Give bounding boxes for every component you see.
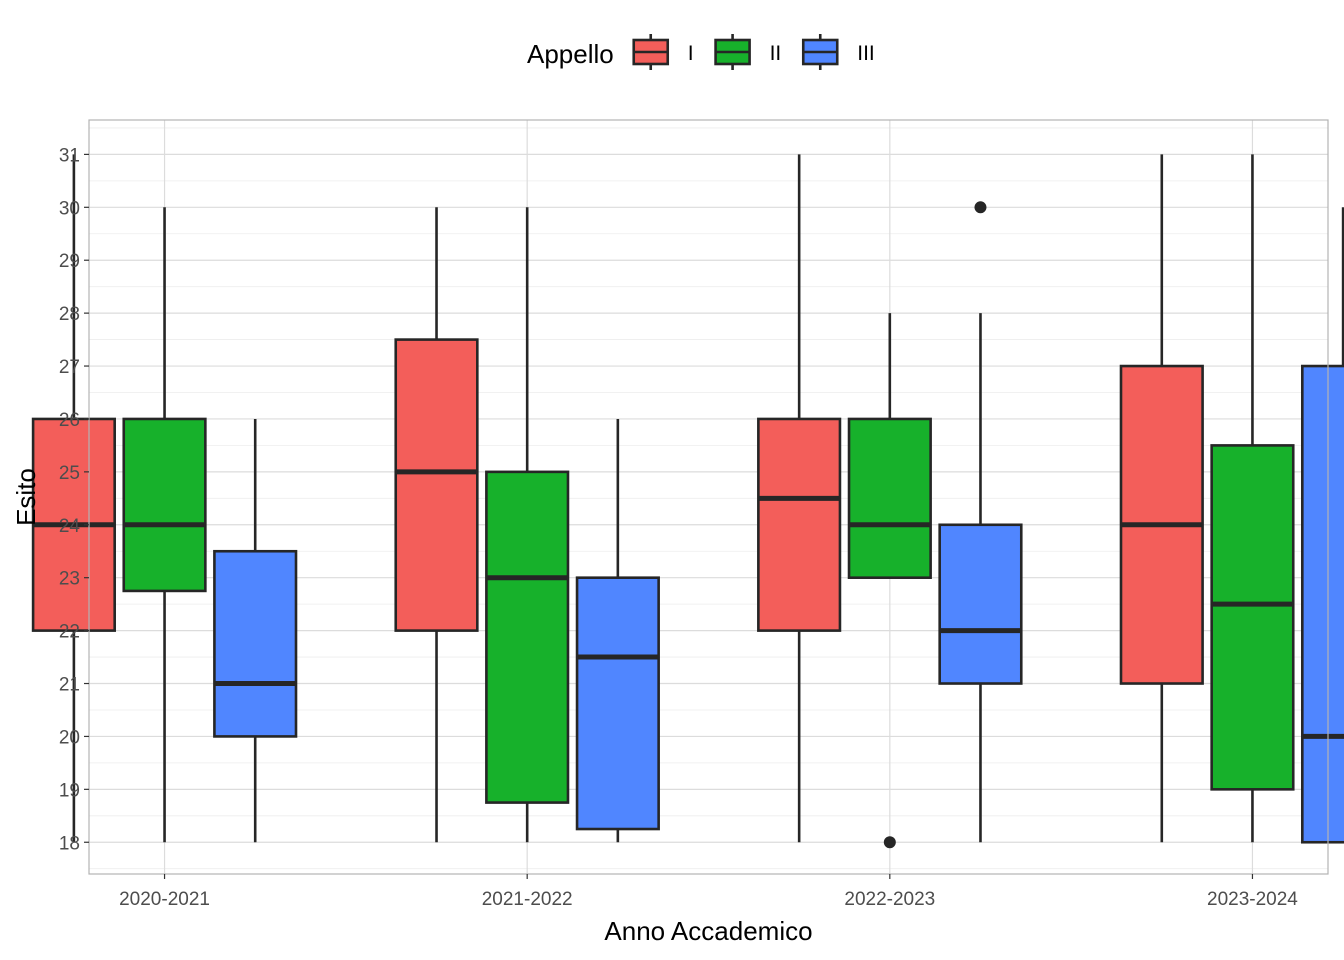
legend-item-III: III [801, 34, 875, 70]
legend-label: III [857, 42, 875, 65]
box-body [847, 417, 932, 579]
legend-item-II: II [714, 34, 782, 70]
x-tick-label: 2023-2024 [1207, 889, 1298, 910]
y-tick-label: 28 [59, 304, 80, 325]
x-tick-label: 2022-2023 [844, 889, 935, 910]
box-I-2020-2021 [31, 154, 116, 843]
legend: Appello I II III [527, 34, 875, 70]
box-I-2021-2022 [394, 207, 479, 843]
y-tick-label: 30 [59, 198, 80, 219]
legend-label: I [688, 42, 694, 65]
box-II-2022-2023 [847, 313, 932, 849]
y-axis-title: Esito [11, 468, 41, 526]
legend-label: II [770, 42, 782, 65]
y-tick-label: 19 [59, 780, 80, 801]
box-III-2023-2024 [1301, 207, 1344, 844]
box-III-2020-2021 [213, 418, 298, 843]
legend-item-I: I [632, 34, 694, 70]
box-II-2021-2022 [485, 207, 570, 843]
outlier-point [883, 836, 896, 849]
box-body [485, 470, 570, 804]
y-tick-label: 31 [59, 145, 80, 166]
box-body [1301, 364, 1344, 844]
x-tick-label: 2021-2022 [482, 889, 573, 910]
box-I-2023-2024 [1119, 154, 1204, 843]
y-tick-labels: 18 19 20 21 22 23 24 25 26 27 28 29 30 31 [59, 145, 89, 854]
legend-title: Appello [527, 39, 614, 69]
box-III-2022-2023 [938, 201, 1023, 843]
outlier-point [974, 201, 987, 214]
box-body [938, 523, 1023, 685]
box-body [575, 576, 660, 831]
box-III-2021-2022 [575, 418, 660, 843]
box-II-2020-2021 [122, 207, 207, 843]
box-body [1210, 444, 1295, 791]
box-I-2022-2023 [757, 154, 842, 843]
y-tick-label: 20 [59, 727, 80, 748]
y-tick-label: 26 [59, 410, 80, 431]
y-tick-label: 18 [59, 833, 80, 854]
x-tick-label: 2020-2021 [119, 889, 210, 910]
y-tick-label: 25 [59, 463, 80, 484]
boxes [31, 154, 1344, 849]
y-tick-label: 21 [59, 675, 80, 696]
box-body [757, 417, 842, 632]
x-tick-labels: 2020-2021 2021-2022 2022-2023 2023-2024 [119, 874, 1298, 910]
box-II-2023-2024 [1210, 154, 1295, 843]
box-body [213, 549, 298, 738]
plot-border [88, 119, 1329, 875]
box-body [394, 338, 479, 632]
x-axis-title: Anno Accademico [604, 916, 812, 946]
y-tick-label: 24 [59, 516, 81, 537]
y-tick-label: 23 [59, 569, 80, 590]
y-tick-label: 27 [59, 357, 80, 378]
y-tick-label: 22 [59, 622, 80, 643]
box-body [122, 417, 207, 593]
y-tick-label: 29 [59, 251, 80, 272]
